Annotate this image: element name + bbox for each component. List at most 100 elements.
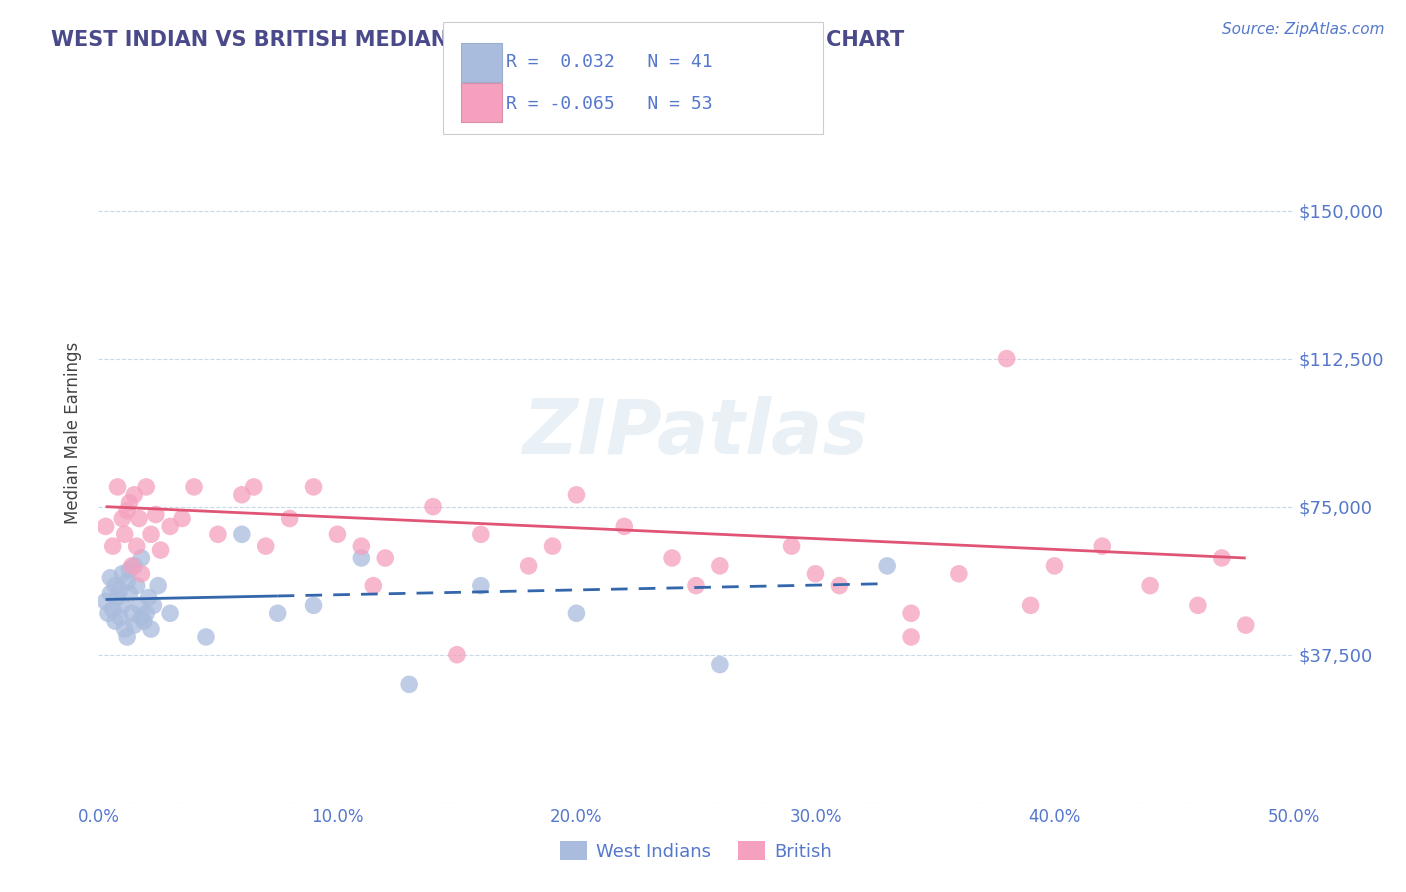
Point [124,558,146,573]
Point [1091,539,1114,553]
Point [111,599,134,613]
Point [118,563,141,577]
Point [111,566,134,581]
Point [135,480,157,494]
Point [195,630,218,644]
Point [363,579,385,593]
Point [114,527,136,541]
Legend: West Indians, British: West Indians, British [553,834,839,868]
Text: R =  0.032   N = 41: R = 0.032 N = 41 [506,54,713,71]
Point [231,527,253,541]
Point [124,618,146,632]
Point [101,539,124,553]
Point [135,607,157,621]
Point [422,500,444,514]
Point [131,566,153,581]
Point [1139,579,1161,593]
Point [780,539,803,553]
Point [145,508,167,522]
Point [398,677,420,691]
Point [128,599,150,613]
Point [138,591,160,605]
Point [132,614,155,628]
Point [541,539,564,553]
Point [115,574,138,589]
Point [900,630,922,644]
Text: ZIPatlas: ZIPatlas [523,396,869,469]
Point [159,607,181,621]
Point [107,591,129,605]
Point [613,519,636,533]
Point [94,594,117,608]
Point [1019,599,1042,613]
Y-axis label: Median Male Earnings: Median Male Earnings [65,342,83,524]
Point [302,480,325,494]
Point [159,519,181,533]
Point [125,539,148,553]
Point [278,511,301,525]
Point [804,566,827,581]
Point [1211,551,1233,566]
Point [207,527,229,541]
Point [1043,558,1066,573]
Point [118,496,141,510]
Point [139,622,162,636]
Point [115,503,138,517]
Point [470,579,492,593]
Point [128,511,150,525]
Point [125,579,148,593]
Point [243,480,266,494]
Point [101,602,124,616]
Point [231,488,253,502]
Point [183,480,205,494]
Point [98,571,122,585]
Point [661,551,683,566]
Point [121,607,143,621]
Point [172,511,194,525]
Point [900,607,922,621]
Point [709,558,731,573]
Point [94,519,117,533]
Point [121,558,143,573]
Point [108,610,131,624]
Point [114,622,136,636]
Point [350,539,373,553]
Point [446,648,468,662]
Text: WEST INDIAN VS BRITISH MEDIAN MALE EARNINGS CORRELATION CHART: WEST INDIAN VS BRITISH MEDIAN MALE EARNI… [51,29,904,50]
Point [709,657,731,672]
Point [565,488,588,502]
Point [948,566,970,581]
Text: Source: ZipAtlas.com: Source: ZipAtlas.com [1222,22,1385,37]
Point [876,558,898,573]
Point [517,558,540,573]
Point [1187,599,1209,613]
Point [104,579,127,593]
Point [97,607,120,621]
Point [115,630,138,644]
Point [1234,618,1257,632]
Point [828,579,851,593]
Point [98,586,122,600]
Point [111,511,134,525]
Point [142,599,165,613]
Point [118,586,141,600]
Point [374,551,396,566]
Point [995,351,1018,366]
Point [470,527,492,541]
Point [685,579,707,593]
Point [565,607,588,621]
Point [267,607,290,621]
Point [148,579,170,593]
Point [131,610,153,624]
Point [302,599,325,613]
Point [124,488,146,502]
Point [139,527,162,541]
Point [107,480,129,494]
Point [326,527,349,541]
Point [108,582,131,597]
Point [350,551,373,566]
Point [254,539,277,553]
Point [131,551,153,566]
Point [104,614,127,628]
Text: R = -0.065   N = 53: R = -0.065 N = 53 [506,95,713,113]
